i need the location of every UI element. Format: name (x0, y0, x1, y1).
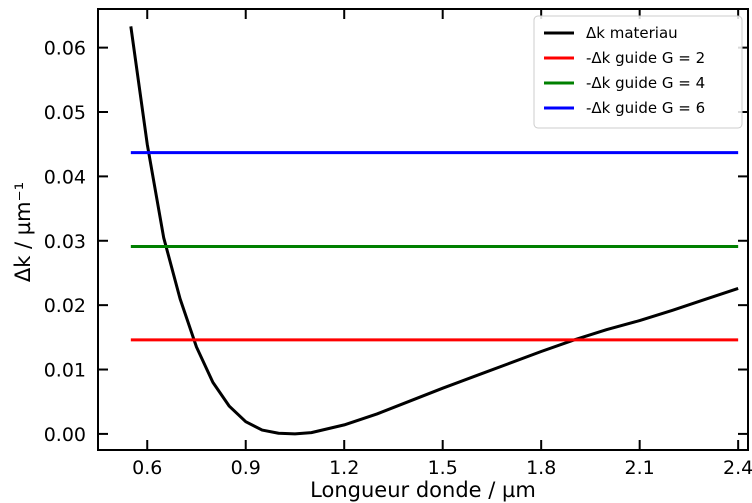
legend-label-3: -Δk guide G = 6 (586, 99, 705, 117)
x-tick-label-5: 2.1 (625, 457, 655, 479)
x-tick-label-4: 1.8 (526, 457, 556, 479)
legend-label-1: -Δk guide G = 2 (586, 49, 705, 67)
x-tick-label-1: 0.9 (231, 457, 261, 479)
y-tick-label-0: 0.00 (44, 424, 86, 446)
legend-label-0: Δk materiau (586, 24, 678, 42)
y-tick-label-3: 0.03 (44, 231, 86, 253)
y-tick-label-2: 0.02 (44, 295, 86, 317)
series-layer (129, 26, 739, 436)
legend-box (533, 15, 743, 129)
y-tick-label-4: 0.04 (44, 166, 86, 188)
x-tick-label-2: 1.2 (329, 457, 359, 479)
y-tick-label-1: 0.01 (44, 360, 86, 382)
series-line-0 (129, 26, 739, 436)
legend: Δk materiau -Δk guide G = 2 -Δk guide G = … (533, 15, 743, 129)
y-axis-label: Δk / µm⁻¹ (11, 182, 35, 282)
y-tick-label-6: 0.06 (44, 38, 86, 60)
legend-label-2: -Δk guide G = 4 (586, 74, 705, 92)
x-tick-label-0: 0.6 (132, 457, 162, 479)
plot-frame (97, 8, 749, 451)
x-tick-label-3: 1.5 (428, 457, 458, 479)
ticks-layer: 0.6 0.9 1.2 1.5 1.8 2.1 2.4 0.00 0.01 0.02 0.03 0.0… (44, 9, 752, 479)
y-tick-label-5: 0.05 (44, 102, 86, 124)
x-axis-label: Longueur donde / µm (310, 478, 536, 502)
x-tick-label-6: 2.4 (723, 457, 752, 479)
